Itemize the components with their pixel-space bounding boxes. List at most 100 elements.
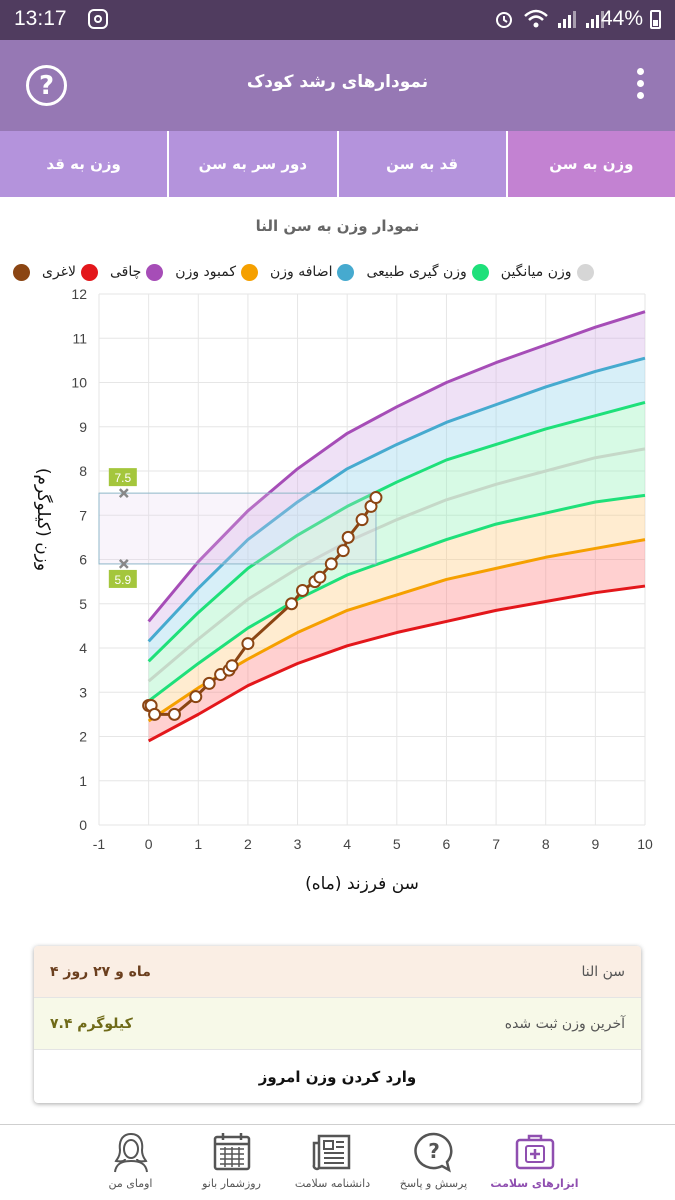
child-weight-point[interactable]	[324, 557, 338, 571]
chart-tabs: وزن به سن قد به سن دور سر به سن وزن به ق…	[0, 131, 675, 197]
alarm-icon	[496, 12, 512, 28]
chart-band	[148, 311, 646, 642]
x-tick-label: 7	[492, 836, 500, 852]
enter-weight-button[interactable]: وارد کردن وزن امروز	[258, 1067, 417, 1086]
child-weight-point[interactable]	[285, 597, 299, 611]
legend-dot	[576, 263, 594, 281]
medical-kit-icon	[515, 1134, 554, 1170]
chart-series-line	[147, 447, 646, 683]
legend-label: چاقی	[110, 264, 142, 280]
child-weight-point[interactable]	[167, 707, 181, 721]
battery-icon	[650, 10, 661, 29]
newspaper-icon	[312, 1134, 350, 1171]
weight-row: ۷.۴ کیلوگرم آخرین وزن ثبت شده	[34, 998, 641, 1050]
x-axis-label: سن فرزند (ماه)	[305, 874, 419, 894]
chart-title: نمودار وزن به سن النا	[255, 217, 420, 235]
legend-dot	[240, 263, 258, 281]
y-tick-label: 11	[72, 330, 87, 346]
page-title: نمودارهای رشد کودک	[246, 72, 429, 92]
x-tick-label: 0	[145, 836, 153, 852]
calendar-icon	[213, 1133, 250, 1171]
nav-calendar[interactable]: روزشمار بانو	[187, 1125, 277, 1200]
y-tick-label: 0	[79, 817, 87, 833]
y-tick-label: 4	[79, 640, 87, 656]
child-weight-point[interactable]	[202, 676, 216, 690]
tab-height-for-age[interactable]: قد به سن	[336, 131, 506, 197]
range-label-bg	[108, 468, 137, 487]
tab-head-for-age[interactable]: دور سر به سن	[167, 131, 336, 197]
app-bar: ? نمودارهای رشد کودک	[0, 40, 675, 131]
x-tick-label: 9	[591, 836, 599, 852]
legend-label: وزن گیری طبیعی	[366, 264, 467, 280]
child-weight-point[interactable]	[369, 491, 383, 505]
child-weight-point[interactable]	[189, 690, 203, 704]
x-tick-label: 5	[393, 836, 401, 852]
child-weight-point[interactable]	[225, 659, 239, 673]
instagram-icon	[88, 9, 108, 29]
legend-item[interactable]: وزن گیری طبیعی	[366, 260, 489, 284]
nav-my-profile-label: اومای من	[108, 1177, 153, 1190]
x-tick-label: -1	[93, 836, 106, 852]
nav-calendar-label: روزشمار بانو	[202, 1177, 261, 1190]
x-tick-label: 3	[294, 836, 302, 852]
x-tick-label: 1	[194, 836, 202, 852]
range-marker	[118, 488, 129, 499]
chart-band	[148, 358, 646, 662]
legend-item[interactable]: اضافه وزن	[270, 260, 355, 284]
y-tick-label: 2	[79, 729, 87, 745]
x-tick-label: 2	[244, 836, 252, 852]
svg-text:?: ?	[428, 1139, 440, 1163]
question-circle-icon[interactable]: ?	[26, 65, 67, 106]
child-weight-point[interactable]	[341, 530, 355, 544]
chart-series-line	[147, 584, 646, 743]
x-tick-label: 8	[542, 836, 550, 852]
legend-label: وزن میانگین	[500, 264, 572, 280]
legend-label: کمبود وزن	[175, 264, 236, 280]
child-weight-point[interactable]	[148, 707, 162, 721]
child-weight-point[interactable]	[336, 544, 350, 558]
tab-weight-for-age[interactable]: وزن به سن	[505, 131, 675, 197]
legend-dot	[81, 263, 98, 281]
status-time: 13:17	[14, 7, 67, 30]
chart-series-line	[147, 493, 646, 703]
child-weight-point[interactable]	[313, 570, 327, 584]
battery-percent: 44%	[600, 7, 643, 30]
nav-health-tools[interactable]: ابزارهای سلامت	[490, 1125, 580, 1200]
nav-qa[interactable]: ? پرسش و پاسخ	[389, 1125, 479, 1200]
more-vert-icon[interactable]	[635, 68, 645, 104]
woman-avatar-icon	[113, 1133, 148, 1173]
legend-item[interactable]: چاقی	[110, 260, 164, 284]
y-tick-label: 6	[79, 552, 87, 568]
y-tick-label: 7	[79, 507, 87, 523]
range-label-high: 7.5	[114, 471, 131, 485]
tab-weight-for-height[interactable]: وزن به قد	[46, 155, 121, 173]
chart-band	[148, 539, 646, 741]
child-weight-point[interactable]	[296, 583, 310, 597]
legend-dot	[146, 263, 164, 281]
age-row: ۴ ماه و ۲۷ روز سن النا	[34, 946, 641, 998]
child-weight-point[interactable]	[241, 637, 255, 651]
nav-my-profile[interactable]: اومای من	[86, 1125, 176, 1200]
legend-item[interactable]: وزن میانگین	[501, 260, 594, 284]
chart-series-line	[147, 310, 646, 623]
chart-band	[148, 495, 646, 722]
legend-item[interactable]: کمبود وزن	[175, 260, 258, 284]
y-tick-label: 12	[71, 286, 87, 302]
legend-item[interactable]: لاغری	[42, 260, 98, 284]
weight-value: ۷.۴ کیلوگرم	[50, 1015, 133, 1032]
y-tick-label: 1	[79, 773, 87, 789]
age-label: سن النا	[581, 963, 625, 980]
y-tick-label: 9	[79, 419, 87, 435]
range-box	[98, 492, 377, 565]
nav-encyclopedia-label: دانشنامه سلامت	[294, 1177, 371, 1190]
chart-series-line	[147, 356, 646, 643]
legend-item[interactable]	[8, 260, 30, 284]
wifi-icon	[524, 9, 548, 28]
question-bubble-icon: ?	[413, 1132, 453, 1173]
weight-label: آخرین وزن ثبت شده	[504, 1015, 625, 1032]
signal-icon-1	[558, 11, 576, 28]
child-weight-point[interactable]	[355, 513, 369, 527]
range-marker	[118, 559, 129, 569]
nav-encyclopedia[interactable]: دانشنامه سلامت	[288, 1125, 378, 1200]
